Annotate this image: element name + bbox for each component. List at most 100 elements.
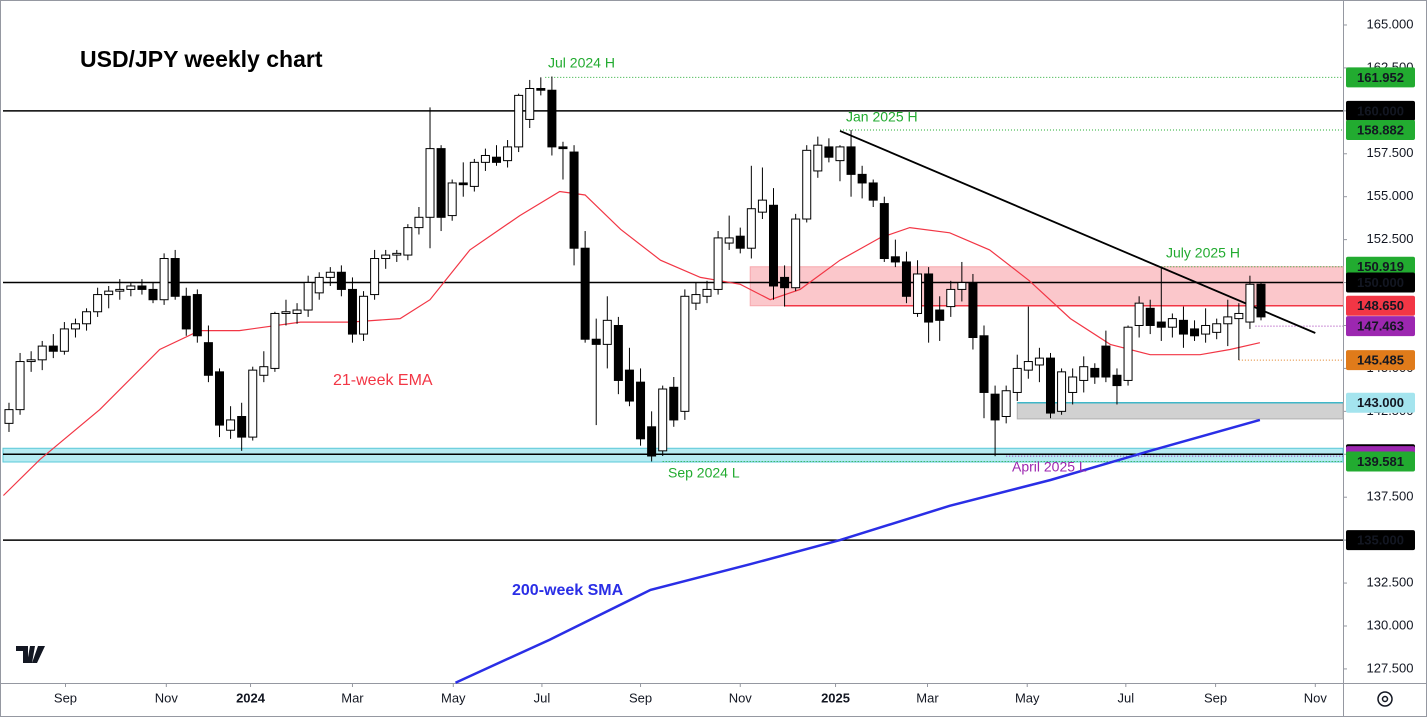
- candle-body: [181, 295, 191, 330]
- price-label: 148.650: [1357, 298, 1404, 313]
- candle-body: [170, 258, 180, 297]
- candle-body: [691, 294, 701, 304]
- settings-icon[interactable]: [1377, 691, 1393, 707]
- price-label: 147.463: [1357, 319, 1404, 334]
- y-tick-label: 157.500: [1367, 145, 1414, 160]
- price-label-box: [1346, 256, 1415, 277]
- x-tick-label: May: [441, 690, 466, 705]
- candle-body: [935, 309, 945, 321]
- candle-body: [248, 369, 258, 438]
- y-tick-label: 137.500: [1367, 489, 1414, 504]
- candle-body: [768, 204, 778, 287]
- candle-body: [525, 88, 535, 120]
- candle-body: [104, 290, 114, 296]
- candle-body: [115, 288, 125, 292]
- price-label-box: [1346, 67, 1415, 88]
- candle-body: [48, 345, 58, 352]
- x-tick-label: Nov: [155, 690, 179, 705]
- candle-body: [680, 295, 690, 412]
- candle-body: [1012, 367, 1022, 393]
- y-tick-label: 130.000: [1367, 617, 1414, 632]
- candle-body: [1245, 283, 1255, 323]
- x-tick-label: 2025: [821, 690, 850, 705]
- candle-body: [946, 288, 956, 308]
- candle-body: [1234, 312, 1244, 320]
- candle-body: [879, 203, 889, 260]
- candle-body: [1001, 390, 1011, 417]
- annotation: 200-week SMA: [512, 582, 624, 599]
- y-tick-label: 127.500: [1367, 660, 1414, 675]
- candle-body: [890, 256, 900, 263]
- candle-body: [1023, 361, 1033, 371]
- y-tick-label: 152.500: [1367, 231, 1414, 246]
- candle-body: [514, 94, 524, 148]
- candle-body: [192, 294, 202, 337]
- candle-body: [281, 311, 291, 314]
- candle-body: [1057, 371, 1067, 412]
- candle-body: [469, 161, 479, 187]
- price-label-box: [1346, 272, 1415, 293]
- y-tick-label: 132.500: [1367, 574, 1414, 589]
- candle-body: [1123, 326, 1133, 381]
- price-label-box: [1346, 350, 1415, 371]
- candle-body: [314, 276, 324, 294]
- candle-body: [26, 359, 36, 363]
- price-label-box: [1346, 100, 1415, 121]
- candle-body: [1112, 374, 1122, 387]
- candle-body: [1034, 357, 1044, 366]
- candle-body: [1045, 357, 1055, 414]
- price-label: 150.919: [1357, 259, 1404, 274]
- candle-body: [1134, 302, 1144, 326]
- candle-body: [746, 208, 756, 249]
- ma-line: [454, 418, 1261, 684]
- candle-body: [458, 182, 468, 186]
- candle-body: [159, 258, 169, 301]
- candle-body: [547, 89, 557, 148]
- candle-body: [303, 282, 313, 311]
- annotation: Sep 2024 L: [668, 465, 740, 481]
- candle-body: [137, 285, 147, 290]
- candle-body: [1178, 319, 1188, 335]
- candle-body: [336, 271, 346, 290]
- ma-line: [2, 190, 1261, 496]
- candle-body: [226, 419, 236, 431]
- price-label: 160.000: [1357, 103, 1404, 118]
- candle-body: [669, 386, 679, 421]
- candle-body: [126, 285, 136, 290]
- x-tick-label: Jul: [534, 690, 551, 705]
- candle-body: [990, 393, 1000, 421]
- candle-body: [624, 369, 634, 402]
- candle-body: [780, 276, 790, 289]
- candle-body: [414, 216, 424, 229]
- annotation: Jan 2025 H: [846, 109, 918, 125]
- candle-body: [647, 426, 657, 457]
- candle-body: [1190, 328, 1200, 337]
- candle-body: [636, 381, 646, 440]
- candle-body: [447, 182, 457, 217]
- candle-body: [37, 345, 47, 361]
- candle-body: [1068, 376, 1078, 393]
- candle-body: [425, 148, 435, 218]
- annotation: July 2025 H: [1166, 245, 1240, 261]
- candle-body: [1167, 318, 1177, 328]
- price-label: 161.952: [1357, 70, 1404, 85]
- candle-body: [359, 295, 369, 335]
- candle-body: [702, 288, 712, 297]
- candle-body: [713, 237, 723, 290]
- price-label: 135.000: [1357, 533, 1404, 548]
- price-label-box: [1346, 392, 1415, 413]
- price-label-box: [1346, 316, 1415, 337]
- candle-body: [15, 361, 25, 411]
- candle-body: [924, 273, 934, 323]
- price-label-box: [1346, 451, 1415, 472]
- candle-body: [347, 288, 357, 335]
- logo: [16, 646, 45, 663]
- candle-body: [724, 237, 734, 244]
- candle-body: [591, 338, 601, 345]
- price-label: 145.485: [1357, 353, 1404, 368]
- y-tick-label: 165.000: [1367, 16, 1414, 31]
- candle-body: [381, 254, 391, 260]
- candle-body: [436, 148, 446, 218]
- trendline: [839, 130, 1316, 334]
